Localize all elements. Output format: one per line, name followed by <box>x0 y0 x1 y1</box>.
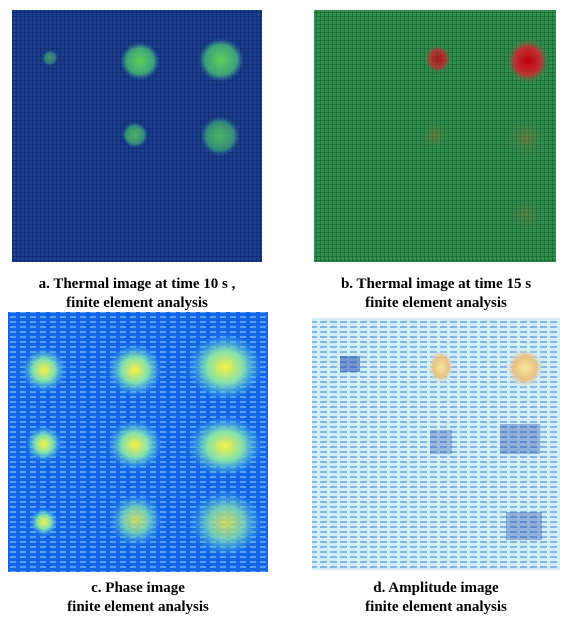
caption-line: d. Amplitude image <box>373 580 499 596</box>
panel-c-image <box>8 312 268 572</box>
panel-d-image <box>312 318 560 570</box>
caption-line: finite element analysis <box>365 295 507 311</box>
caption-line: finite element analysis <box>67 599 209 615</box>
figure: a. Thermal image at time 10 s , finite e… <box>0 0 566 618</box>
caption-line: a. Thermal image at time 10 s , <box>39 276 236 292</box>
caption-line: finite element analysis <box>66 295 208 311</box>
caption-line: finite element analysis <box>365 599 507 615</box>
caption-line: c. Phase image <box>91 580 185 596</box>
panel-a-image <box>12 10 262 262</box>
panel-b-image <box>314 10 556 262</box>
caption-line: b. Thermal image at time 15 s <box>341 276 531 292</box>
